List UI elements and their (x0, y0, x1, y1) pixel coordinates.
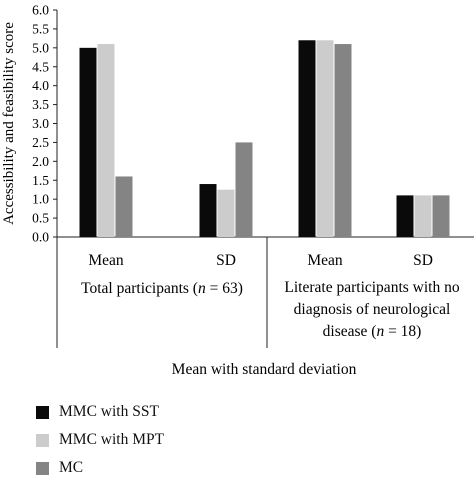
bar (115, 176, 133, 237)
bar (432, 195, 450, 237)
legend-label: MMC with MPT (59, 431, 165, 448)
x-axis-labels: Mean SD Mean SD Total participants (n = 63) L… (81, 252, 460, 340)
y-tick-label: 1.5 (32, 173, 49, 188)
bar (298, 40, 316, 238)
y-tick-label: 3.5 (32, 97, 49, 112)
y-tick-label: 4.5 (32, 59, 49, 74)
bar (199, 184, 217, 237)
bar (79, 47, 97, 238)
y-tick-label: 2.5 (32, 135, 49, 150)
category-label: Mean (307, 252, 343, 269)
y-axis: 0.0 0.5 1.0 1.5 2.0 2.5 3.0 3.5 4.0 4.5 5.0 5.5 6.0 (32, 3, 57, 245)
y-tick-label: 4.0 (32, 78, 49, 93)
y-tick-label: 6.0 (32, 3, 49, 18)
group-label: diagnosis of neurological (294, 301, 451, 318)
group-label: Literate participants with no (284, 279, 459, 296)
legend-swatch (36, 461, 49, 475)
y-tick-label: 5.0 (32, 40, 49, 55)
legend-label: MC (59, 459, 84, 476)
y-tick-label: 3.0 (32, 116, 49, 131)
group-label: Total participants (n = 63) (81, 280, 243, 297)
category-label: SD (413, 252, 433, 269)
legend-label: MMC with SST (59, 403, 159, 420)
bar (217, 189, 235, 237)
y-tick-label: 0.0 (32, 230, 49, 245)
bar (97, 44, 115, 237)
y-tick-label: 2.0 (32, 154, 49, 169)
legend-item: MC (36, 454, 164, 482)
y-tick-label: 0.5 (32, 211, 49, 226)
y-tick-label: 1.0 (32, 192, 49, 207)
bar (334, 44, 352, 237)
legend-item: MMC with MPT (36, 426, 164, 454)
group-label: disease (n = 18) (323, 323, 422, 340)
legend-item: MMC with SST (36, 398, 164, 426)
bars (79, 40, 450, 238)
bar (235, 142, 253, 237)
bar (316, 40, 334, 238)
legend-swatch (36, 433, 49, 447)
bar (396, 195, 414, 237)
y-axis-title: Accessibility and feasibility score (1, 22, 17, 225)
legend: MMC with SST MMC with MPT MC (36, 398, 164, 482)
x-axis-title: Mean with standard deviation (172, 361, 357, 378)
bar (414, 195, 432, 237)
category-label: SD (216, 252, 236, 269)
legend-swatch (36, 405, 49, 419)
y-tick-label: 5.5 (32, 21, 49, 36)
category-label: Mean (88, 252, 124, 269)
